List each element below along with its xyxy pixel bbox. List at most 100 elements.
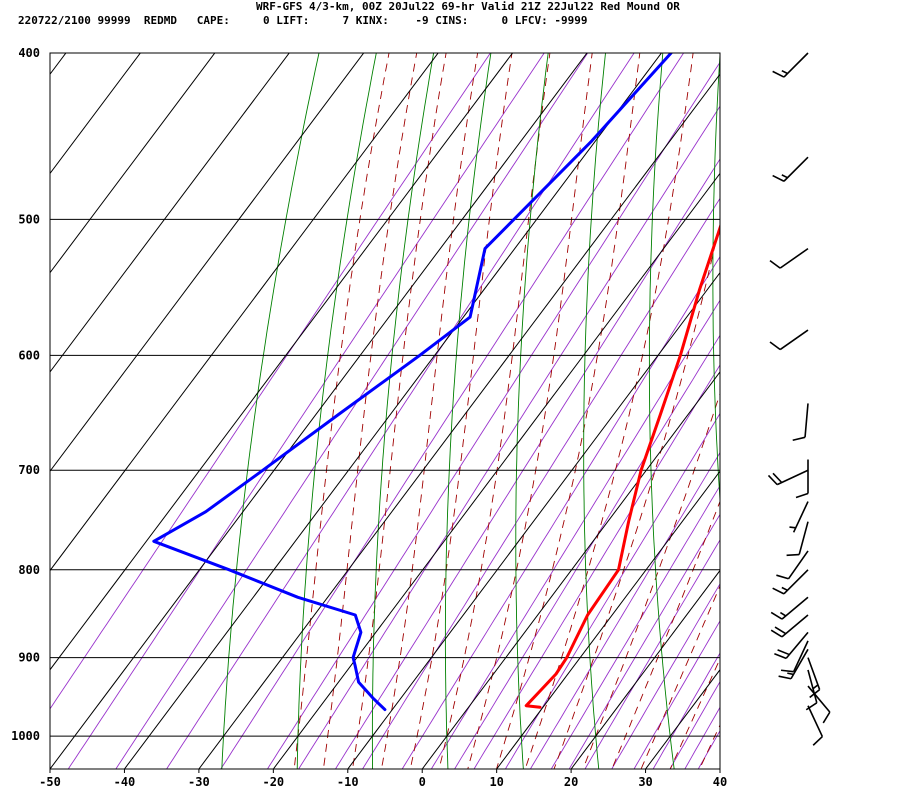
moist-adiabat	[409, 53, 513, 769]
mixing-ratio-line	[633, 620, 720, 769]
y-tick-label: 900	[18, 651, 40, 665]
wind-barb-feather	[812, 735, 823, 746]
mixing-ratio-line	[430, 299, 720, 769]
wind-barb	[772, 156, 809, 182]
wind-barb	[807, 685, 831, 724]
isotherm-line	[719, 768, 720, 769]
wind-barb-feather	[770, 629, 783, 638]
moist-adiabat	[724, 0, 900, 780]
mixing-ratio-line	[362, 197, 720, 769]
wind-barb-shaft	[783, 156, 809, 182]
y-tick-label: 700	[18, 463, 40, 477]
wind-barb-shaft	[807, 669, 818, 703]
mixing-ratio-line	[454, 334, 720, 769]
dry-adiabat	[583, 53, 606, 769]
wind-barb-shaft	[792, 640, 809, 673]
mixing-ratio-line	[584, 539, 720, 769]
wind-barb-feather	[772, 472, 783, 484]
moist-adiabat	[753, 0, 900, 780]
wind-barb-shaft	[783, 52, 809, 78]
isotherm-line	[347, 271, 720, 769]
wind-barb-half-feather	[781, 586, 788, 592]
wind-barb-feather	[769, 341, 781, 351]
y-tick-label: 500	[18, 212, 40, 226]
isotherm-line	[272, 172, 720, 769]
wind-barb-half-feather	[779, 611, 787, 617]
mixing-ratio-line	[684, 706, 720, 769]
chart-subtitle-indices: 220722/2100 99999 REDMD CAPE: 0 LIFT: 7 …	[18, 14, 588, 27]
x-tick-label: -50	[39, 775, 61, 789]
moist-adiabat	[438, 53, 551, 769]
wind-barb-feather	[805, 702, 818, 711]
x-tick-label: -40	[114, 775, 136, 789]
wind-barb	[795, 459, 809, 499]
dry-adiabat	[515, 53, 549, 769]
mixing-ratio-line	[298, 105, 720, 769]
wind-barb-shaft	[804, 403, 809, 438]
dry-adiabat	[834, 15, 900, 780]
wind-barb	[772, 569, 809, 595]
y-tick-label: 1000	[11, 729, 40, 743]
mixing-ratio-line	[401, 255, 720, 769]
wind-barb	[774, 631, 809, 660]
wind-barb-shaft	[787, 550, 809, 580]
mixing-ratio-line	[550, 484, 720, 769]
mixing-ratio-line	[473, 364, 720, 769]
moist-adiabat	[352, 53, 447, 769]
wind-barb-feather	[777, 649, 790, 656]
x-tick-label: 20	[564, 775, 578, 789]
moist-adiabat	[582, 392, 720, 769]
wind-barb-shaft	[807, 685, 831, 713]
wind-barb-feather	[767, 474, 778, 486]
dry-adiabat	[712, 53, 720, 507]
mixing-ratio-line	[334, 158, 720, 769]
wind-barb-shaft	[779, 329, 809, 351]
wind-barb-half-feather	[781, 174, 788, 179]
wind-barb-shaft	[781, 596, 809, 620]
mixing-ratio-line	[568, 513, 720, 769]
wind-barb-feather	[774, 653, 787, 660]
dry-adiabat	[296, 53, 377, 769]
wind-barb-shaft	[785, 631, 809, 659]
x-tick-label: -30	[188, 775, 210, 789]
wind-barb-feather	[770, 611, 783, 620]
mixing-ratio-line	[115, 53, 589, 769]
x-tick-label: -10	[337, 775, 359, 789]
x-tick-label: 10	[489, 775, 503, 789]
y-tick-label: 400	[18, 46, 40, 60]
isotherm-line	[198, 73, 720, 769]
chart-title: WRF-GFS 4/3-km, 00Z 20Jul22 69-hr Valid …	[256, 0, 680, 13]
mixing-ratio-line	[504, 412, 720, 769]
x-tick-label: 30	[638, 775, 652, 789]
mixing-ratio-line	[529, 451, 720, 769]
isotherm-line	[570, 569, 720, 769]
isotherm-line	[50, 53, 365, 473]
moist-adiabat	[524, 53, 694, 769]
wind-barb-feather	[772, 174, 785, 182]
wind-barb	[770, 596, 809, 620]
wind-barb	[769, 329, 809, 351]
wind-barb	[780, 640, 809, 673]
wind-barb-feather	[776, 574, 789, 580]
dry-adiabat	[892, 15, 900, 780]
mixing-ratio-line	[652, 652, 720, 769]
wind-barb-shaft	[779, 247, 809, 269]
wind-barb-shaft	[807, 657, 821, 690]
wind-barb-shaft	[798, 521, 809, 555]
wind-barb	[778, 648, 809, 680]
isotherm-line	[50, 53, 514, 671]
isotherm-line	[50, 53, 216, 274]
mixing-ratio-line	[220, 53, 685, 769]
wind-barb-half-feather	[781, 69, 788, 75]
wind-barb-feather	[772, 70, 785, 78]
wind-barb-shaft	[807, 705, 824, 737]
wind-barb-half-feather	[789, 526, 796, 529]
moist-adiabat	[467, 53, 593, 769]
moist-adiabat	[496, 53, 641, 769]
moist-adiabat	[640, 584, 720, 769]
wind-barb	[807, 705, 824, 746]
wind-barb	[805, 669, 818, 711]
dry-adiabat	[221, 53, 320, 769]
wind-barb-shaft	[776, 469, 809, 486]
